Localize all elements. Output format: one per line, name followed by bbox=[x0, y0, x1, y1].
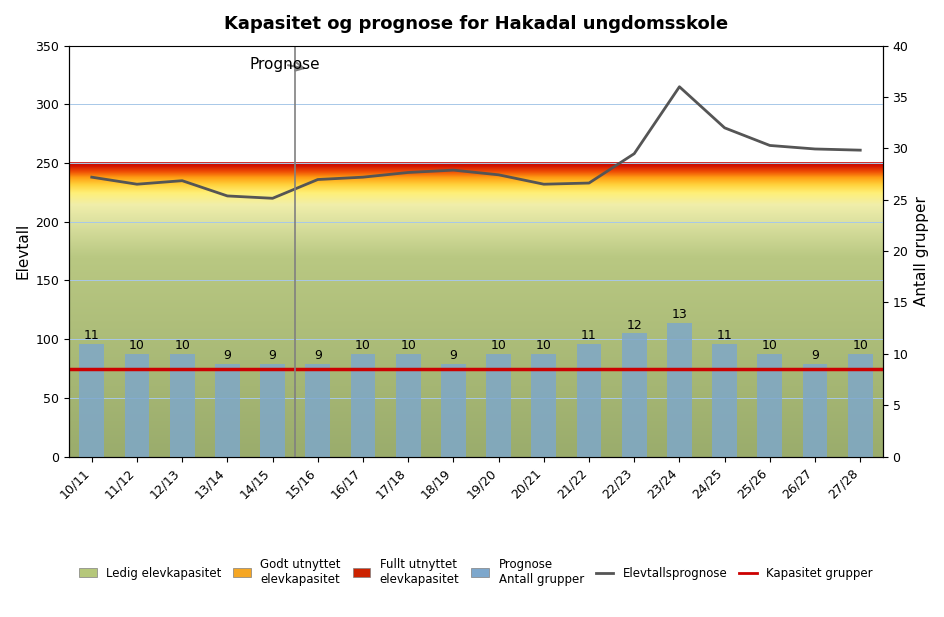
Text: 13: 13 bbox=[671, 308, 687, 321]
Text: 9: 9 bbox=[449, 349, 457, 362]
Y-axis label: Elevtall: Elevtall bbox=[15, 223, 30, 280]
Text: 9: 9 bbox=[313, 349, 322, 362]
Text: 10: 10 bbox=[536, 339, 551, 352]
Text: Prognose: Prognose bbox=[250, 57, 321, 72]
Text: 9: 9 bbox=[811, 349, 819, 362]
Bar bbox=[577, 344, 601, 457]
Bar bbox=[215, 364, 240, 457]
Bar bbox=[170, 354, 194, 457]
Bar bbox=[79, 344, 104, 457]
Text: 12: 12 bbox=[626, 318, 642, 331]
Bar bbox=[848, 354, 872, 457]
Bar bbox=[667, 323, 692, 457]
Title: Kapasitet og prognose for Hakadal ungdomsskole: Kapasitet og prognose for Hakadal ungdom… bbox=[224, 15, 728, 33]
Bar bbox=[757, 354, 783, 457]
Text: 9: 9 bbox=[269, 349, 277, 362]
Legend: Ledig elevkapasitet, Godt utnyttet
elevkapasitet, Fullt utnyttet
elevkapasitet, : Ledig elevkapasitet, Godt utnyttet elevk… bbox=[75, 553, 878, 590]
Bar bbox=[802, 364, 828, 457]
Text: 10: 10 bbox=[491, 339, 507, 352]
Text: 11: 11 bbox=[582, 329, 597, 342]
Text: 10: 10 bbox=[762, 339, 778, 352]
Bar bbox=[531, 354, 556, 457]
Text: 11: 11 bbox=[716, 329, 733, 342]
Bar bbox=[486, 354, 511, 457]
Bar bbox=[350, 354, 376, 457]
Bar bbox=[125, 354, 149, 457]
Bar bbox=[396, 354, 421, 457]
Bar bbox=[441, 364, 465, 457]
Text: 9: 9 bbox=[224, 349, 231, 362]
Bar bbox=[305, 364, 330, 457]
Text: 10: 10 bbox=[400, 339, 416, 352]
Text: 10: 10 bbox=[175, 339, 190, 352]
Text: 10: 10 bbox=[129, 339, 144, 352]
Text: 10: 10 bbox=[852, 339, 868, 352]
Bar bbox=[261, 364, 285, 457]
Text: 10: 10 bbox=[355, 339, 371, 352]
Text: 11: 11 bbox=[84, 329, 100, 342]
Y-axis label: Antall grupper: Antall grupper bbox=[914, 196, 929, 306]
Bar bbox=[712, 344, 737, 457]
Bar bbox=[622, 333, 647, 457]
